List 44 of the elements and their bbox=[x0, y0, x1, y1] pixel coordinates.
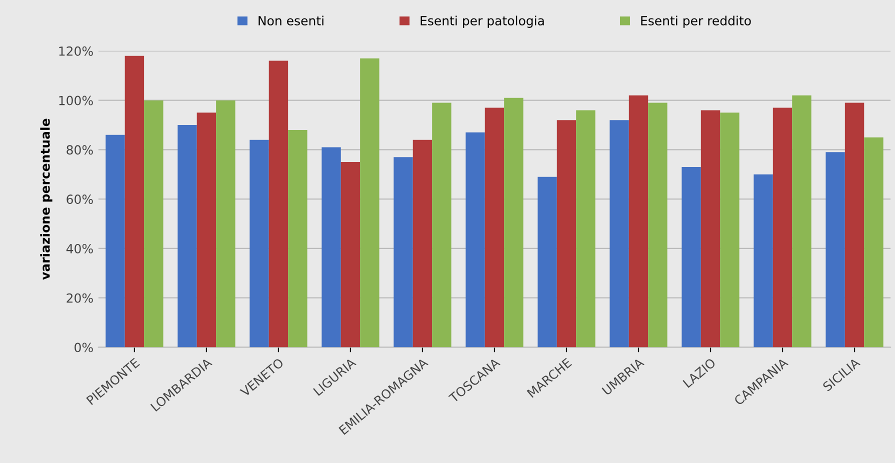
bar bbox=[754, 174, 773, 348]
legend-label: Esenti per patologia bbox=[420, 16, 544, 28]
bar bbox=[432, 102, 452, 348]
legend-label: Non esenti bbox=[258, 16, 324, 26]
y-tick-label: 100% bbox=[59, 96, 93, 106]
y-tick-label: 80% bbox=[66, 145, 93, 155]
bar bbox=[144, 100, 164, 348]
bar bbox=[792, 95, 812, 348]
bar bbox=[504, 98, 524, 348]
bar bbox=[268, 60, 288, 348]
bar bbox=[610, 120, 629, 348]
bar bbox=[864, 137, 884, 348]
bar bbox=[322, 147, 341, 348]
bar bbox=[288, 130, 308, 348]
bar bbox=[538, 176, 557, 348]
bar bbox=[826, 152, 845, 348]
bar bbox=[216, 100, 236, 348]
bar bbox=[412, 140, 432, 348]
bar bbox=[360, 58, 380, 348]
bar bbox=[178, 125, 197, 348]
bar bbox=[682, 166, 701, 348]
y-tick-label: 20% bbox=[66, 293, 93, 303]
bar bbox=[628, 95, 648, 348]
bar bbox=[576, 110, 596, 348]
bar bbox=[106, 134, 125, 348]
bar bbox=[466, 132, 485, 348]
bar bbox=[772, 108, 792, 348]
bar bbox=[484, 108, 504, 348]
bar bbox=[250, 140, 269, 348]
y-axis-title: variazione percentuale bbox=[40, 118, 52, 280]
bar bbox=[700, 110, 720, 348]
bar bbox=[844, 102, 864, 348]
legend-label: Esenti per reddito bbox=[641, 16, 751, 28]
y-tick-label: 120% bbox=[59, 46, 93, 56]
bar bbox=[720, 112, 740, 348]
bar bbox=[394, 157, 413, 348]
bar bbox=[648, 102, 668, 348]
bar bbox=[196, 112, 216, 348]
bar bbox=[124, 56, 144, 348]
y-tick-label: 0% bbox=[74, 342, 93, 352]
y-tick-label: 60% bbox=[66, 194, 93, 204]
bar bbox=[340, 162, 360, 348]
y-tick-label: 40% bbox=[66, 244, 93, 254]
bar bbox=[556, 120, 576, 348]
